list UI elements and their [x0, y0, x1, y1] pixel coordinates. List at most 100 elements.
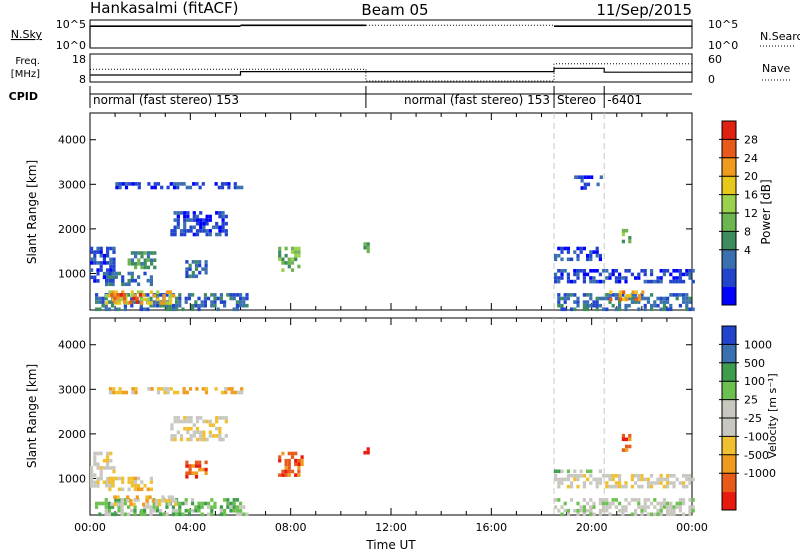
echo-cell [630, 300, 634, 304]
echo-region-1 [110, 495, 178, 507]
echo-cell [150, 251, 154, 255]
echo-cell [143, 512, 147, 517]
echo-cell [170, 426, 174, 431]
echo-cell [218, 416, 222, 420]
echo-cell [618, 290, 622, 294]
echo-cell [121, 278, 125, 283]
echo-cell [557, 253, 561, 258]
echo-cell [233, 185, 237, 190]
echo-cell [219, 296, 223, 301]
echo-cell [624, 269, 628, 273]
echo-cell [650, 512, 654, 517]
echo-cell [198, 185, 202, 190]
echo-cell [130, 258, 134, 262]
echo-cell [605, 498, 609, 502]
echo-cell [582, 481, 586, 485]
echo-cell [602, 307, 606, 312]
echo-cell [146, 265, 150, 270]
echo-cell [595, 253, 599, 258]
noise-left-label: N.Sky [11, 28, 43, 41]
echo-cell [666, 512, 670, 517]
echo-cell [672, 293, 676, 297]
echo-cell [186, 430, 190, 435]
echo-cell [669, 307, 673, 312]
echo-cell [183, 218, 187, 222]
echo-cell [294, 473, 298, 477]
echo-cell [218, 434, 222, 438]
echo-region-9 [363, 242, 370, 254]
echo-cell [169, 290, 173, 294]
echo-cell [96, 246, 100, 251]
echo-cell [611, 269, 615, 273]
echo-cell [172, 294, 176, 298]
echo-cell [186, 211, 190, 215]
echo-cell [150, 262, 154, 266]
echo-cell [130, 262, 134, 266]
echo-cell [167, 499, 171, 503]
echo-cell [605, 307, 609, 312]
echo-cell [146, 505, 150, 509]
echo-cell [130, 476, 134, 481]
echo-cell [130, 251, 134, 255]
echo-cell [99, 473, 103, 477]
noise-panel-frame [89, 19, 693, 49]
echo-cell [173, 437, 177, 442]
echo-cell [669, 293, 673, 297]
echo-cell [634, 498, 638, 502]
echo-cell [185, 390, 189, 395]
echo-cell [111, 505, 115, 509]
ytick-label-3: 4000 [58, 134, 86, 147]
echo-cell [113, 296, 117, 301]
echo-cell [226, 505, 230, 509]
echo-cell [232, 293, 236, 297]
echo-cell [598, 501, 602, 506]
echo-cell [682, 300, 686, 304]
echo-cell [197, 501, 201, 506]
echo-cell [173, 211, 177, 215]
echo-cell [598, 508, 602, 513]
echo-cell [229, 508, 233, 513]
echo-cell [201, 267, 205, 271]
echo-cell [614, 484, 618, 489]
echo-cell [178, 508, 182, 513]
echo-cell [104, 501, 108, 506]
echo-cell [155, 300, 159, 304]
power-panel: Slant Range [km] 1000 2000 3000 4000 28 24 20… [25, 112, 773, 312]
echo-cell [204, 387, 209, 391]
echo-cell [589, 474, 593, 478]
echo-cell [290, 451, 295, 456]
echo-cell [200, 303, 204, 308]
echo-cell [108, 487, 112, 492]
colorbar-tick-label-1: 24 [744, 152, 758, 165]
echo-cell [96, 261, 100, 265]
echo-cell [290, 268, 295, 272]
echo-cell [605, 501, 609, 506]
echo-cell [229, 293, 233, 297]
echo-cell [640, 477, 644, 482]
echo-cell [678, 508, 682, 513]
echo-cell [113, 300, 117, 304]
echo-cell [215, 419, 219, 424]
echo-cell [96, 484, 100, 488]
echo-cell [666, 484, 670, 489]
echo-cell [211, 225, 216, 230]
echo-cell [287, 264, 291, 269]
echo-cell [656, 279, 660, 284]
echo-cell [181, 512, 185, 517]
echo-cell [189, 225, 193, 230]
echo-cell [162, 294, 166, 298]
echo-cell [140, 297, 144, 302]
echo-cell [96, 271, 100, 276]
echo-cell [602, 505, 606, 509]
echo-cell [691, 269, 695, 273]
echo-cell [646, 477, 650, 482]
echo-cell [146, 307, 150, 312]
echo-cell [149, 508, 153, 513]
echo-cell [634, 474, 638, 478]
echo-cell [666, 307, 670, 312]
echo-cell [146, 501, 150, 506]
echo-cell [127, 487, 131, 492]
echo-cell [104, 307, 108, 312]
echo-cell [570, 498, 574, 502]
echo-cell [140, 301, 144, 305]
